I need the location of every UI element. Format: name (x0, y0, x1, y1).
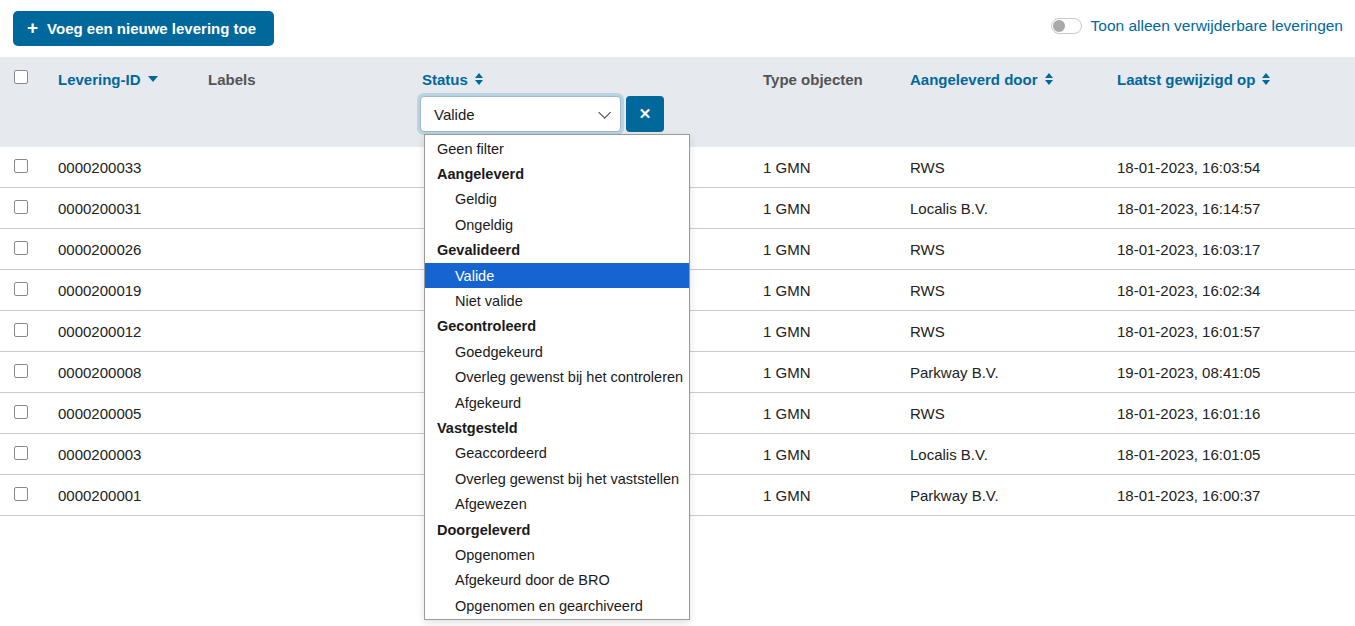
status-option-afgekeurd-door-de-bro[interactable]: Afgekeurd door de BRO (425, 568, 689, 593)
status-group-doorgeleverd: Doorgeleverd (425, 517, 689, 542)
sort-both-icon (1045, 73, 1053, 85)
cell-type-objecten: 1 GMN (749, 241, 896, 258)
row-checkbox[interactable] (14, 241, 28, 255)
table-header-row: Levering-ID Labels Status Type objecten … (0, 57, 1355, 97)
status-option-opgenomen[interactable]: Opgenomen (425, 542, 689, 567)
status-option-afgekeurd[interactable]: Afgekeurd (425, 390, 689, 415)
status-option-opgenomen-en-gearchiveerd[interactable]: Opgenomen en gearchiveerd (425, 593, 689, 618)
cell-type-objecten: 1 GMN (749, 405, 896, 422)
status-option-overleg-controleren[interactable]: Overleg gewenst bij het controleren (425, 365, 689, 390)
cell-aangeleverd-door: RWS (896, 282, 1103, 299)
status-option-niet-valide[interactable]: Niet valide (425, 288, 689, 313)
cell-laatst-gewijzigd: 18-01-2023, 16:01:16 (1103, 405, 1355, 422)
status-option-geaccordeerd[interactable]: Geaccordeerd (425, 441, 689, 466)
header-select-all-cell (0, 70, 44, 88)
sort-descending-icon (148, 76, 158, 82)
show-removable-toggle-label: Toon alleen verwijderbare leveringen (1091, 17, 1343, 35)
cell-type-objecten: 1 GMN (749, 446, 896, 463)
status-filter-select[interactable]: Valide (420, 96, 621, 132)
cell-levering-id: 0000200005 (44, 405, 194, 422)
cell-levering-id: 0000200031 (44, 200, 194, 217)
cell-laatst-gewijzigd: 18-01-2023, 16:03:54 (1103, 159, 1355, 176)
row-checkbox[interactable] (14, 364, 28, 378)
column-header-aangeleverd-door[interactable]: Aangeleverd door (896, 71, 1103, 88)
add-delivery-button[interactable]: + Voeg een nieuwe levering toe (13, 11, 274, 46)
column-header-status[interactable]: Status (408, 71, 749, 88)
show-removable-toggle[interactable] (1051, 18, 1082, 34)
column-header-type-objecten: Type objecten (749, 71, 896, 88)
status-group-vastgesteld: Vastgesteld (425, 415, 689, 440)
cell-aangeleverd-door: RWS (896, 159, 1103, 176)
status-option-afgewezen[interactable]: Afgewezen (425, 491, 689, 516)
add-delivery-button-label: Voeg een nieuwe levering toe (47, 20, 256, 37)
cell-levering-id: 0000200019 (44, 282, 194, 299)
status-group-aangeleverd: Aangeleverd (425, 161, 689, 186)
show-removable-toggle-group: Toon alleen verwijderbare leveringen (1051, 11, 1343, 35)
leveringen-page: + Voeg een nieuwe levering toe Toon alle… (0, 0, 1355, 626)
status-option-geldig[interactable]: Geldig (425, 187, 689, 212)
row-checkbox[interactable] (14, 159, 28, 173)
cell-levering-id: 0000200001 (44, 487, 194, 504)
cell-type-objecten: 1 GMN (749, 200, 896, 217)
status-group-gevalideerd: Gevalideerd (425, 238, 689, 263)
row-checkbox[interactable] (14, 200, 28, 214)
cell-laatst-gewijzigd: 18-01-2023, 16:00:37 (1103, 487, 1355, 504)
status-group-gecontroleerd: Gecontroleerd (425, 314, 689, 339)
cell-laatst-gewijzigd: 19-01-2023, 08:41:05 (1103, 364, 1355, 381)
toolbar: + Voeg een nieuwe levering toe Toon alle… (0, 0, 1355, 57)
plus-icon: + (27, 18, 38, 37)
row-checkbox[interactable] (14, 282, 28, 296)
cell-type-objecten: 1 GMN (749, 159, 896, 176)
row-checkbox[interactable] (14, 323, 28, 337)
row-checkbox[interactable] (14, 446, 28, 460)
row-checkbox[interactable] (14, 487, 28, 501)
column-header-labels: Labels (194, 71, 408, 88)
cell-type-objecten: 1 GMN (749, 487, 896, 504)
cell-aangeleverd-door: RWS (896, 405, 1103, 422)
status-option-goedgekeurd[interactable]: Goedgekeurd (425, 339, 689, 364)
cell-laatst-gewijzigd: 18-01-2023, 16:01:57 (1103, 323, 1355, 340)
cell-aangeleverd-door: Localis B.V. (896, 200, 1103, 217)
cell-levering-id: 0000200026 (44, 241, 194, 258)
cell-laatst-gewijzigd: 18-01-2023, 16:01:05 (1103, 446, 1355, 463)
cell-type-objecten: 1 GMN (749, 282, 896, 299)
sort-both-icon (1262, 73, 1270, 85)
cell-aangeleverd-door: Localis B.V. (896, 446, 1103, 463)
sort-both-icon (475, 73, 483, 85)
column-header-levering-id[interactable]: Levering-ID (44, 71, 194, 88)
select-all-checkbox[interactable] (14, 70, 28, 84)
toggle-knob (1053, 20, 1065, 32)
status-option-geen-filter[interactable]: Geen filter (425, 136, 689, 161)
cell-laatst-gewijzigd: 18-01-2023, 16:14:57 (1103, 200, 1355, 217)
cell-levering-id: 0000200033 (44, 159, 194, 176)
cell-aangeleverd-door: Parkway B.V. (896, 487, 1103, 504)
cell-type-objecten: 1 GMN (749, 323, 896, 340)
status-option-valide[interactable]: Valide (425, 263, 689, 288)
cell-levering-id: 0000200012 (44, 323, 194, 340)
status-filter-selected-value: Valide (434, 106, 475, 123)
cell-laatst-gewijzigd: 18-01-2023, 16:02:34 (1103, 282, 1355, 299)
row-checkbox[interactable] (14, 405, 28, 419)
cell-type-objecten: 1 GMN (749, 364, 896, 381)
status-option-ongeldig[interactable]: Ongeldig (425, 212, 689, 237)
column-header-laatst-gewijzigd-op[interactable]: Laatst gewijzigd op (1103, 71, 1355, 88)
cell-aangeleverd-door: RWS (896, 241, 1103, 258)
cell-aangeleverd-door: Parkway B.V. (896, 364, 1103, 381)
status-filter-dropdown: Geen filter Aangeleverd Geldig Ongeldig … (424, 134, 690, 620)
cell-levering-id: 0000200003 (44, 446, 194, 463)
cell-aangeleverd-door: RWS (896, 323, 1103, 340)
status-filter-controls: Valide ✕ (420, 96, 664, 132)
cell-levering-id: 0000200008 (44, 364, 194, 381)
status-option-overleg-vaststellen[interactable]: Overleg gewenst bij het vaststellen (425, 466, 689, 491)
x-icon: ✕ (639, 105, 652, 122)
chevron-down-icon (598, 106, 611, 119)
cell-laatst-gewijzigd: 18-01-2023, 16:03:17 (1103, 241, 1355, 258)
clear-status-filter-button[interactable]: ✕ (626, 96, 664, 132)
